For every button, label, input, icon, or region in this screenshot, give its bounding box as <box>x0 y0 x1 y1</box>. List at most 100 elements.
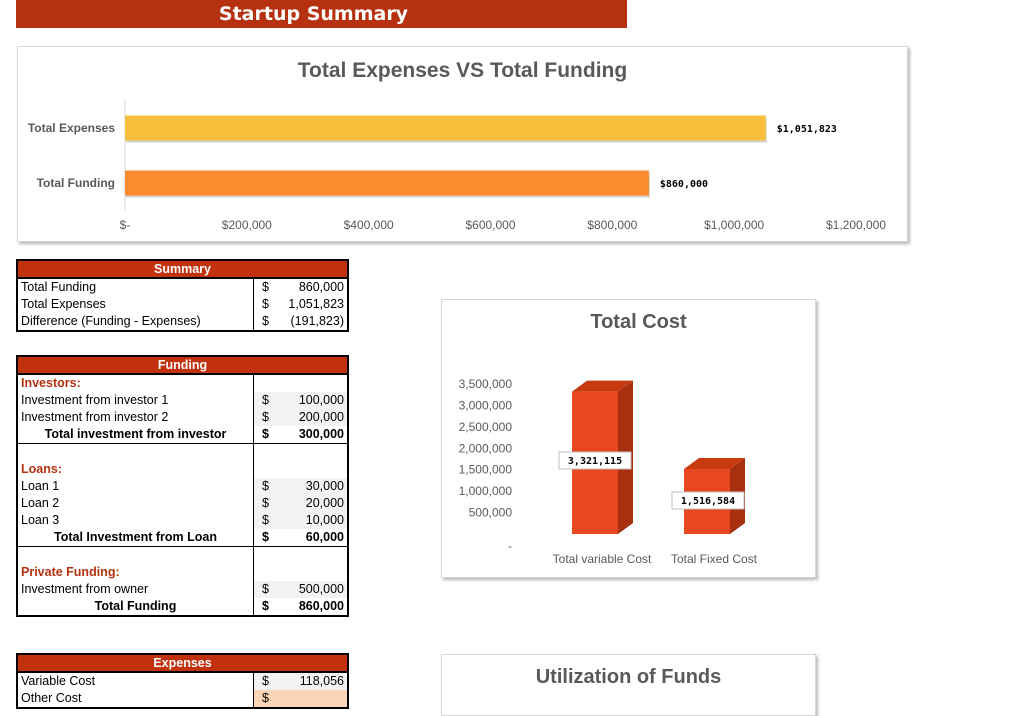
currency-symbol: $ <box>253 392 279 409</box>
total-label: Total Investment from Loan <box>17 529 254 547</box>
chart-title: Utilization of Funds <box>535 666 722 688</box>
table-header: Expenses <box>16 653 349 673</box>
y-tick-label: 1,500,000 <box>459 463 513 477</box>
x-category-label: Total variable Cost <box>553 552 652 566</box>
x-tick-label: $1,000,000 <box>704 218 764 232</box>
table-row: Variable Cost $ 118,056 <box>17 672 348 690</box>
x-tick-label: $- <box>120 218 131 232</box>
table-row: Investment from investor 1 $ 100,000 <box>17 392 348 409</box>
data-label-box <box>671 491 745 510</box>
data-label: 3,321,115 <box>568 456 622 467</box>
total-value: 860,000 <box>298 599 344 613</box>
category-label: Total Funding <box>37 176 115 190</box>
y-tick-label: 3,500,000 <box>459 377 513 391</box>
total-label: Total Funding <box>17 598 254 616</box>
funding-table: Funding Investors: Investment from inves… <box>16 355 349 617</box>
y-tick-label: 3,000,000 <box>459 398 513 412</box>
data-label: $860,000 <box>660 179 708 190</box>
table-row: Difference (Funding - Expenses) $ (191,8… <box>17 313 348 331</box>
currency-symbol: $ <box>253 478 279 495</box>
table-row: Loan 2 $ 20,000 <box>17 495 348 512</box>
utilization-of-funds-chart[interactable]: Utilization of Funds <box>441 654 816 716</box>
total-row: Total Funding $ 860,000 <box>17 598 348 616</box>
y-tick-label: - <box>508 539 512 553</box>
expenses-vs-funding-chart[interactable]: Total Expenses VS Total Funding Total Ex… <box>17 46 908 242</box>
table-row: Other Cost $ <box>17 690 348 708</box>
currency-symbol: $ <box>253 690 279 708</box>
x-tick-label: $1,200,000 <box>826 218 886 232</box>
currency-symbol: $ <box>253 512 279 529</box>
total-value: 60,000 <box>279 529 348 547</box>
y-tick-label: 500,000 <box>469 506 513 520</box>
section-label: Loans: <box>17 461 254 478</box>
row-value: 860,000 <box>298 280 344 294</box>
chart-title: Total Cost <box>590 311 687 333</box>
row-value: 20,000 <box>279 495 348 512</box>
expenses-table: Expenses Variable Cost $ 118,056 Other C… <box>16 653 349 709</box>
currency-symbol: $ <box>253 581 279 598</box>
row-label: Difference (Funding - Expenses) <box>17 313 254 331</box>
page-title: Startup Summary <box>218 3 409 25</box>
row-value: 10,000 <box>279 512 348 529</box>
table-row: Total Expenses $ 1,051,823 <box>17 296 348 313</box>
row-label: Loan 1 <box>17 478 254 495</box>
table-row: Loan 1 $ 30,000 <box>17 478 348 495</box>
y-tick-label: 1,000,000 <box>459 484 513 498</box>
column-chart-svg: - 500,000 1,000,000 1,500,000 2,000,000 2,500… <box>459 377 758 566</box>
summary-table: Summary Total Funding $ 860,000 Total Ex… <box>16 259 349 332</box>
x-tick-label: $800,000 <box>587 218 637 232</box>
row-label: Total Expenses <box>17 296 254 313</box>
category-label: Total Expenses <box>28 121 115 135</box>
currency-symbol: $ <box>253 672 279 690</box>
currency-symbol: $ <box>253 529 279 547</box>
table-row: Loan 3 $ 10,000 <box>17 512 348 529</box>
total-value: 300,000 <box>279 426 348 444</box>
total-label: Total investment from investor <box>17 426 254 444</box>
row-value: 200,000 <box>279 409 348 426</box>
total-row: Total investment from investor $ 300,000 <box>17 426 348 444</box>
row-value: 500,000 <box>279 581 348 598</box>
x-tick-label: $600,000 <box>465 218 515 232</box>
column-top <box>684 458 745 470</box>
section-label: Investors: <box>17 374 254 392</box>
currency-symbol: $ <box>262 280 269 294</box>
data-label-box <box>558 451 632 470</box>
page-title-banner: Startup Summary <box>16 0 627 28</box>
data-label: 1,516,584 <box>681 496 735 507</box>
data-label: $1,051,823 <box>777 124 837 135</box>
total-cost-chart[interactable]: Total Cost - 500,000 1,000,000 1,500,000 2,0… <box>441 299 816 578</box>
currency-symbol: $ <box>253 409 279 426</box>
currency-symbol: $ <box>262 297 269 311</box>
x-tick-label: $400,000 <box>344 218 394 232</box>
table-header: Funding <box>16 355 349 375</box>
y-tick-label: 2,500,000 <box>459 420 513 434</box>
table-row: Total Funding $ 860,000 <box>17 278 348 296</box>
row-label: Other Cost <box>17 690 254 708</box>
row-value: 30,000 <box>279 478 348 495</box>
row-value: 100,000 <box>279 392 348 409</box>
x-category-label: Total Fixed Cost <box>671 552 758 566</box>
table-row: Investment from investor 2 $ 200,000 <box>17 409 348 426</box>
column-top <box>572 380 633 392</box>
chart-title: Total Expenses VS Total Funding <box>297 59 628 82</box>
row-label: Variable Cost <box>17 672 254 690</box>
row-label: Loan 2 <box>17 495 254 512</box>
row-label: Loan 3 <box>17 512 254 529</box>
bar <box>125 170 649 196</box>
total-row: Total Investment from Loan $ 60,000 <box>17 529 348 547</box>
row-value: 118,056 <box>279 672 348 690</box>
currency-symbol: $ <box>253 495 279 512</box>
currency-symbol: $ <box>253 426 279 444</box>
row-value: (191,823) <box>290 314 344 328</box>
bar-chart-svg: Total Expenses $1,051,823 Total Funding $86… <box>28 99 886 232</box>
row-label: Total Funding <box>17 278 254 296</box>
row-label: Investment from owner <box>17 581 254 598</box>
row-value: 1,051,823 <box>288 297 344 311</box>
currency-symbol: $ <box>262 314 269 328</box>
x-tick-label: $200,000 <box>222 218 272 232</box>
y-tick-label: 2,000,000 <box>459 441 513 455</box>
row-label: Investment from investor 1 <box>17 392 254 409</box>
currency-symbol: $ <box>262 599 269 613</box>
row-value <box>279 690 348 708</box>
table-header: Summary <box>16 259 349 279</box>
